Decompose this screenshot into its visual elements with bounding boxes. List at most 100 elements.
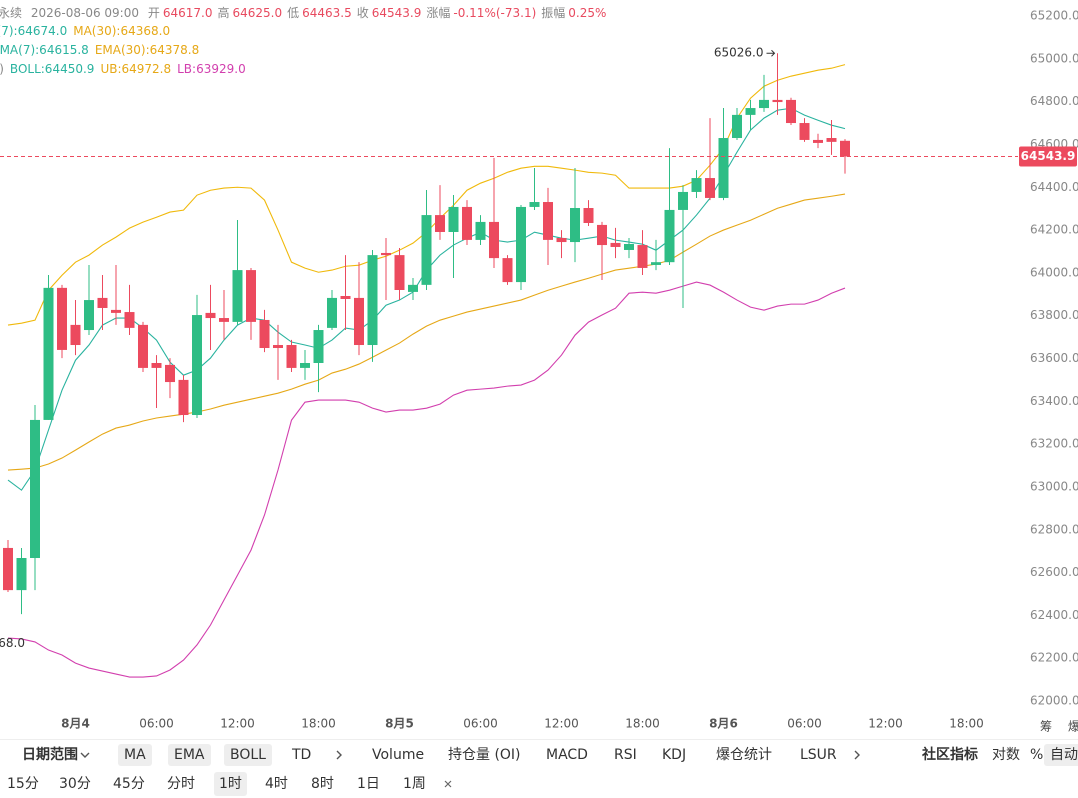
interval[interactable]: 4时 <box>265 776 288 792</box>
interval[interactable]: 30分 <box>59 776 91 792</box>
sub-indicator[interactable]: RSI <box>614 747 637 763</box>
candle-body <box>732 114 742 139</box>
y-tick-label: 64400.0 <box>1030 180 1078 194</box>
candle-body <box>354 297 364 346</box>
legend-item: EMA(30):64378.8 <box>94 43 200 57</box>
candle-body <box>772 99 783 103</box>
close-icon[interactable] <box>443 779 453 789</box>
candle-body <box>799 123 810 140</box>
axis-option[interactable]: % <box>1030 747 1044 763</box>
time: 2026-08-06 09:00 <box>30 6 139 20</box>
field-label: 低 <box>287 6 300 20</box>
y-tick-label: 62400.0 <box>1030 608 1078 622</box>
interval[interactable]: 1周 <box>403 776 426 792</box>
candle-body <box>502 258 513 283</box>
field-label: 涨幅 <box>426 6 451 20</box>
field-label: 高 <box>217 6 230 20</box>
field-label: 振幅 <box>541 6 566 20</box>
side-icon: 爆 <box>1068 720 1078 734</box>
legend-item: MA(30):64368.0 <box>73 24 171 38</box>
main-indicator[interactable]: MA <box>118 744 152 766</box>
indicator-line <box>7 193 846 471</box>
candle-body <box>421 215 432 285</box>
date-range[interactable]: 日期范围 <box>22 747 78 763</box>
field-value: 64617.0 <box>162 6 213 20</box>
sub-indicator[interactable]: 爆仓统计 <box>716 747 772 763</box>
candle-body <box>165 364 175 383</box>
sub-indicator[interactable]: 持仓量 (OI) <box>448 747 521 763</box>
x-tick-label: 18:00 <box>301 717 336 731</box>
chevron-path <box>854 750 860 760</box>
header: 永续 2026-08-06 09:00 开 64617.0 高 64625.0 低 644… <box>0 0 1015 80</box>
candle-body <box>192 315 202 416</box>
low-label: 62268.0 <box>0 636 25 650</box>
candle-body <box>43 287 54 420</box>
interval[interactable]: 45分 <box>113 776 145 792</box>
community-indicator[interactable]: 社区指标 <box>922 747 978 763</box>
main-indicator[interactable]: BOLL <box>224 744 272 766</box>
interval[interactable]: 1日 <box>357 776 380 792</box>
candle-body <box>840 140 850 157</box>
candle-body <box>705 178 715 198</box>
legend-item: BOLL(20,2) <box>0 62 4 76</box>
y-tick-label: 63800.0 <box>1030 308 1078 322</box>
sub-indicator[interactable]: Volume <box>372 747 425 763</box>
candle-body <box>57 287 67 350</box>
candle-body <box>691 178 702 192</box>
candle-body <box>246 270 256 322</box>
candle-body <box>556 237 567 243</box>
field-value: 0.25% <box>568 6 607 20</box>
main-indicator[interactable]: TD <box>292 747 312 763</box>
y-tick-label: 63600.0 <box>1030 351 1078 365</box>
y-tick-label: 64200.0 <box>1030 223 1078 237</box>
candle-body <box>313 330 324 363</box>
x-tick-label: 06:00 <box>139 717 174 731</box>
candle-body <box>813 139 823 143</box>
sub-indicator[interactable]: MACD <box>546 747 588 763</box>
chevron-path <box>80 752 90 758</box>
candle-body <box>435 215 445 232</box>
axis-option[interactable]: 对数 <box>992 747 1020 763</box>
chevron[interactable] <box>80 750 90 760</box>
candle-body <box>448 206 459 232</box>
interval-bar: 15分 30分 45分 分时 1时 4时 8时 1日 1周 <box>0 770 1078 798</box>
legend-item: BOLL:64450.9 <box>9 62 95 76</box>
candle-body <box>462 206 472 240</box>
legend-row: EMA(7):64615.8 EMA(30):64378.8 <box>0 43 205 57</box>
y-tick-label: 65000.0 <box>1030 51 1078 65</box>
ohlc-row: 永续 2026-08-06 09:00 开 64617.0 高 64625.0 低 644… <box>0 4 611 21</box>
axis-option[interactable]: 自动 <box>1044 744 1078 766</box>
interval[interactable]: 8时 <box>311 776 334 792</box>
candle-body <box>516 206 526 283</box>
x-tick-label: 18:00 <box>625 717 660 731</box>
symbol: 永续 <box>0 6 23 20</box>
y-tick-label: 62200.0 <box>1030 651 1078 665</box>
indicator-line <box>7 281 846 678</box>
candle-body <box>300 362 310 368</box>
candle-body <box>178 379 189 416</box>
last-price-box <box>1019 146 1077 167</box>
sub-indicator[interactable]: KDJ <box>662 747 687 763</box>
candle-body <box>367 255 378 346</box>
candle-body <box>489 221 499 259</box>
y-tick-label: 62600.0 <box>1030 565 1078 579</box>
candle-body <box>651 262 661 265</box>
toolbar: 日期范围 MA EMA BOLL TD Volume 持仓量 (OI) MACD RSI KDJ 爆… <box>0 740 1078 770</box>
chevron[interactable] <box>334 750 344 760</box>
candle-body <box>124 312 135 328</box>
x-tick-label: 12:00 <box>868 717 903 731</box>
candle-body <box>529 202 540 207</box>
last-price-label: 64543.9 <box>1021 149 1076 163</box>
y-tick-label: 63000.0 <box>1030 479 1078 493</box>
field-label: 收 <box>356 6 369 20</box>
interval[interactable]: 1时 <box>214 772 247 796</box>
sub-indicator[interactable]: LSUR <box>800 747 837 763</box>
candle-body <box>259 319 270 349</box>
main-indicator[interactable]: EMA <box>168 744 211 766</box>
interval[interactable]: 分时 <box>167 776 195 792</box>
candle-body <box>637 245 648 268</box>
x-tick-label: 8月4 <box>61 717 90 731</box>
interval[interactable]: 15分 <box>7 776 39 792</box>
chevron[interactable] <box>852 750 862 760</box>
